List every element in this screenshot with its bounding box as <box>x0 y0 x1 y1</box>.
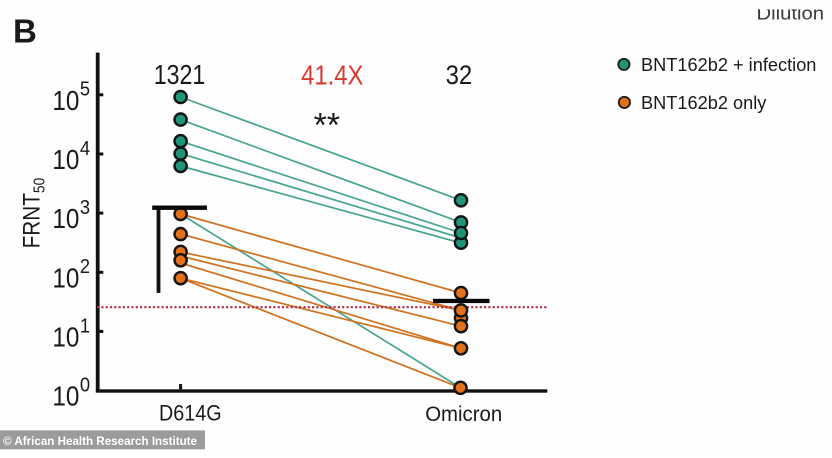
svg-text:3: 3 <box>80 197 90 219</box>
svg-text:10: 10 <box>52 321 79 352</box>
svg-text:D614G: D614G <box>159 401 222 426</box>
svg-text:0: 0 <box>80 375 90 397</box>
svg-text:10: 10 <box>52 203 79 234</box>
svg-text:Omicron: Omicron <box>425 402 502 426</box>
svg-text:10: 10 <box>52 85 79 116</box>
svg-text:B: B <box>13 13 37 50</box>
svg-text:10: 10 <box>52 262 79 293</box>
svg-text:BNT162b2 + infection: BNT162b2 + infection <box>641 55 816 75</box>
svg-text:32: 32 <box>446 60 473 90</box>
svg-text:5: 5 <box>80 79 90 101</box>
svg-text:4: 4 <box>80 138 90 160</box>
svg-text:BNT162b2 only: BNT162b2 only <box>641 93 767 113</box>
svg-text:10: 10 <box>52 144 79 175</box>
svg-text:41.4X: 41.4X <box>301 60 364 91</box>
svg-text:1: 1 <box>80 315 90 337</box>
svg-text:© African Health Research Inst: © African Health Research Institute <box>3 434 197 448</box>
svg-text:**: ** <box>314 107 340 145</box>
svg-text:1321: 1321 <box>154 59 206 90</box>
svg-text:2: 2 <box>80 256 90 278</box>
svg-text:10: 10 <box>52 381 79 412</box>
